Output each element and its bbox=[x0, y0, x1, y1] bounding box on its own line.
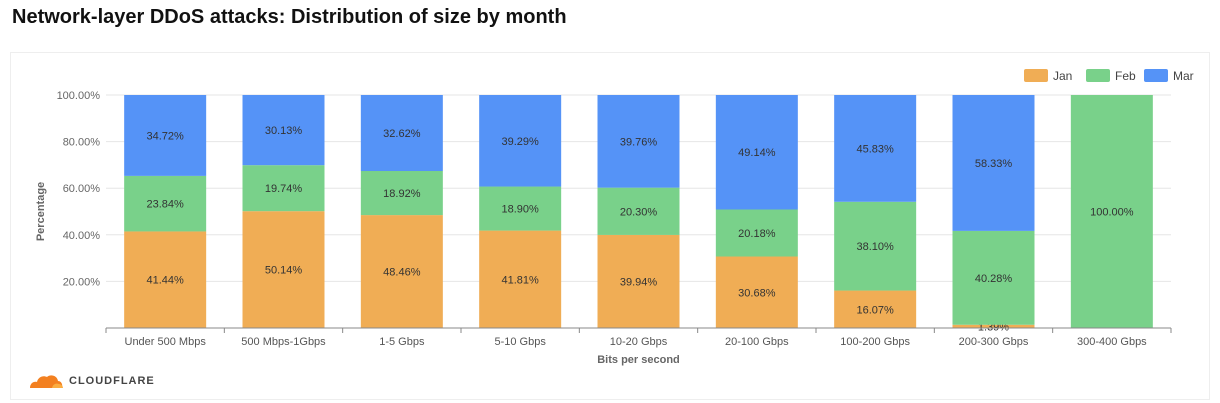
bar-segment-feb bbox=[834, 201, 917, 291]
bar-segment-feb bbox=[242, 165, 325, 212]
x-tick-label: 1-5 Gbps bbox=[379, 336, 425, 348]
data-label: 19.74% bbox=[265, 183, 303, 195]
data-label: 39.76% bbox=[620, 136, 658, 148]
legend-swatch-jan bbox=[1024, 69, 1048, 82]
bar-segment-mar bbox=[242, 94, 325, 166]
bar-segment-jan bbox=[834, 290, 917, 328]
bar-segment-mar bbox=[597, 95, 680, 188]
x-tick-label: 20-100 Gbps bbox=[725, 336, 789, 348]
bar-segment-jan bbox=[479, 230, 562, 328]
bar-segment-mar bbox=[479, 95, 562, 187]
bar-segment-jan bbox=[242, 211, 325, 328]
bar-segment-feb bbox=[360, 171, 443, 216]
y-tick-label: 100.00% bbox=[57, 90, 101, 102]
bar-segment-mar bbox=[124, 95, 207, 176]
brand-wordmark: CLOUDFLARE bbox=[69, 375, 155, 387]
page-title: Network-layer DDoS attacks: Distribution… bbox=[12, 6, 567, 28]
data-label: 41.44% bbox=[147, 275, 185, 287]
legend-swatch-feb bbox=[1086, 69, 1110, 82]
data-label: 48.46% bbox=[383, 267, 421, 279]
data-label: 39.29% bbox=[502, 136, 540, 148]
bar-segment-mar bbox=[952, 95, 1035, 231]
legend-label-feb: Feb bbox=[1115, 69, 1136, 83]
y-tick-label: 40.00% bbox=[63, 230, 101, 242]
data-label: 32.62% bbox=[383, 128, 421, 140]
data-label: 18.92% bbox=[383, 188, 421, 200]
chart-card: 20.00% 40.00% 60.00% 80.00% 100.00% 41.44% 23.… bbox=[10, 52, 1210, 400]
x-tick-label: 300-400 Gbps bbox=[1077, 336, 1147, 348]
data-label: 38.10% bbox=[857, 241, 895, 253]
y-tick-label: 80.00% bbox=[63, 137, 101, 149]
data-label: 18.90% bbox=[502, 204, 540, 216]
legend-label-mar: Mar bbox=[1173, 69, 1194, 83]
x-tick-label: 5-10 Gbps bbox=[494, 336, 546, 348]
stacked-bar-chart: 20.00% 40.00% 60.00% 80.00% 100.00% 41.44% 23.… bbox=[35, 69, 1194, 366]
x-axis-title: Bits per second bbox=[597, 354, 680, 366]
y-axis-title: Percentage bbox=[35, 182, 47, 241]
data-label: 45.83% bbox=[857, 143, 895, 155]
x-tick-label: 500 Mbps-1Gbps bbox=[241, 336, 326, 348]
x-tick-label: 10-20 Gbps bbox=[610, 336, 668, 348]
data-label: 20.30% bbox=[620, 206, 658, 218]
bar-segment-jan bbox=[715, 256, 798, 328]
data-label: 30.68% bbox=[738, 287, 776, 299]
data-label: 50.14% bbox=[265, 265, 303, 277]
bar-segment-feb bbox=[124, 175, 207, 232]
bar-segment-feb bbox=[1070, 95, 1153, 328]
data-label: 23.84% bbox=[147, 199, 185, 211]
bar-segment-feb bbox=[479, 186, 562, 231]
data-label: 49.14% bbox=[738, 147, 776, 159]
data-label: 20.18% bbox=[738, 228, 776, 240]
cloud-icon bbox=[30, 375, 63, 388]
bar-segment-mar bbox=[715, 95, 798, 210]
data-label: 30.13% bbox=[265, 125, 303, 137]
legend-label-jan: Jan bbox=[1053, 69, 1072, 83]
x-tick-label: Under 500 Mbps bbox=[125, 336, 207, 348]
bar-segment-jan bbox=[952, 324, 1035, 328]
data-label: 58.33% bbox=[975, 158, 1013, 170]
data-label: 39.94% bbox=[620, 276, 658, 288]
bar-segment-jan bbox=[597, 234, 680, 328]
bar-segment-feb bbox=[952, 230, 1035, 325]
data-label: 34.72% bbox=[147, 130, 185, 142]
data-label: 100.00% bbox=[1090, 207, 1134, 219]
bar-segment-feb bbox=[715, 209, 798, 257]
data-label: 16.07% bbox=[857, 304, 895, 316]
bar-segment-mar bbox=[834, 95, 917, 202]
data-label: 41.81% bbox=[502, 274, 540, 286]
y-tick-label: 20.00% bbox=[63, 276, 101, 288]
data-label: 40.28% bbox=[975, 273, 1013, 285]
legend-swatch-mar bbox=[1144, 69, 1168, 82]
bar-segment-feb bbox=[597, 187, 680, 235]
bar-segment-jan bbox=[124, 231, 207, 328]
bar-segment-mar bbox=[360, 95, 443, 172]
bar-segment-jan bbox=[360, 215, 443, 328]
x-tick-label: 200-300 Gbps bbox=[959, 336, 1029, 348]
y-tick-label: 60.00% bbox=[63, 183, 101, 195]
cloudflare-logo: CLOUDFLARE bbox=[28, 371, 155, 391]
x-tick-label: 100-200 Gbps bbox=[840, 336, 910, 348]
